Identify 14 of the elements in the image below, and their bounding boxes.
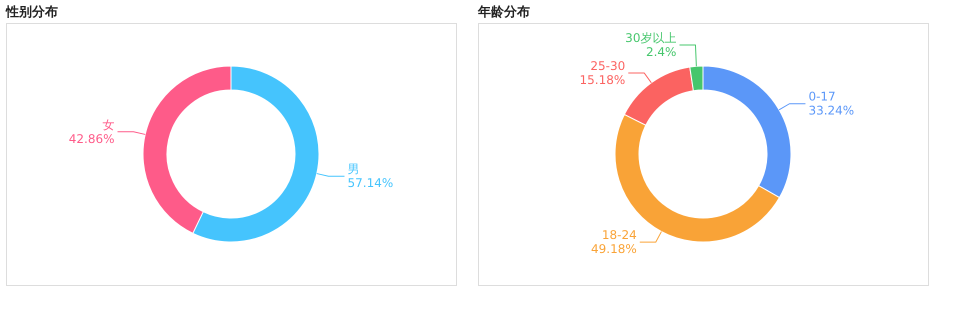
slice-label: 25-30 [590, 59, 626, 74]
chart-title: 年龄分布 [477, 5, 530, 20]
slice-label: 0-17 [808, 90, 836, 104]
data-label: 15.18% [580, 73, 626, 88]
data-label: 33.24% [808, 104, 854, 118]
slice-label: 18-24 [602, 228, 637, 242]
chart-title: 性别分布 [5, 5, 58, 20]
data-label: 57.14% [347, 176, 394, 190]
data-label: 2.4% [646, 45, 676, 60]
data-label: 42.86% [68, 132, 115, 146]
data-label: 49.18% [591, 242, 637, 256]
slice-label: 男 [347, 162, 360, 176]
slice-label: 女 [102, 118, 115, 132]
slice-label: 30岁以上 [625, 31, 676, 46]
